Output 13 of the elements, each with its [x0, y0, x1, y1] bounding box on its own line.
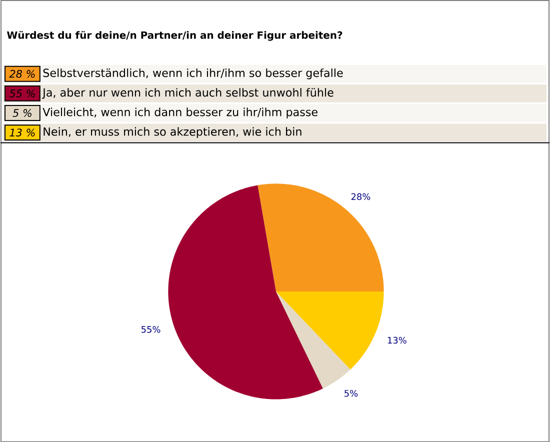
data-label: 5%	[344, 390, 358, 397]
legend-label: Selbstverständlich, wenn ich ihr/ihm so besser gefalle	[43, 68, 343, 80]
data-label: 13%	[388, 336, 406, 344]
chart-title: Würdest du für deine/n Partner/in an deiner Figur arbeiten?	[6, 30, 342, 41]
data-label: 55%	[142, 326, 160, 333]
legend-label: Vielleicht, wenn ich dann besser zu ihr/ihm passe	[42, 108, 318, 118]
data-label: 28%	[351, 193, 370, 200]
text: 55 %	[9, 89, 35, 98]
text: 5 %	[12, 108, 32, 117]
legend-label: Ja, aber nur wenn ich mich auch selbst unwohl fühle	[42, 88, 334, 99]
legend-label: Nein, er muss mich so akzeptieren, wie ich bin	[44, 127, 302, 138]
text: 13 %	[10, 128, 35, 136]
text: 28 %	[9, 70, 35, 78]
